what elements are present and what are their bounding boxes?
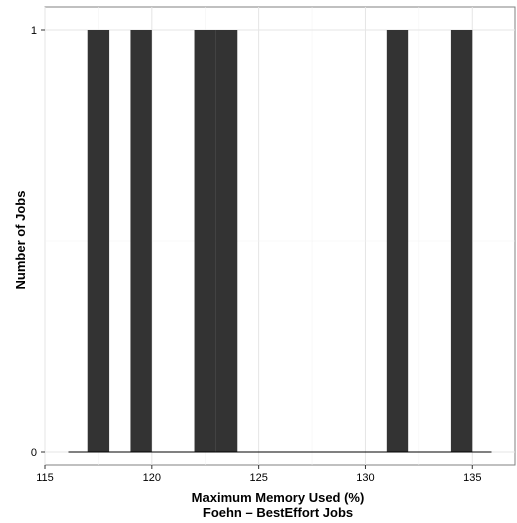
y-axis-title: Number of Jobs	[13, 191, 28, 290]
y-tick-label: 0	[31, 447, 37, 459]
histogram-bar	[215, 30, 238, 452]
x-tick-label: 115	[36, 472, 54, 484]
panel-background	[44, 6, 516, 466]
x-tick-label: 125	[249, 472, 267, 484]
histogram-bar	[194, 30, 216, 452]
histogram-bar	[87, 30, 110, 452]
x-tick-label: 135	[463, 472, 481, 484]
bars	[87, 30, 473, 452]
axis-ticks: 115 120 125 130 135 0 1	[31, 25, 482, 484]
histogram-bar	[386, 30, 409, 452]
histogram-bar	[450, 30, 473, 452]
x-tick-label: 130	[356, 472, 374, 484]
y-tick-label: 1	[31, 25, 37, 37]
histogram-bar	[130, 30, 152, 452]
x-axis-subtitle: Foehn – BestEffort Jobs	[203, 505, 353, 520]
x-axis-title: Maximum Memory Used (%)	[192, 490, 365, 505]
x-tick-label: 120	[143, 472, 161, 484]
